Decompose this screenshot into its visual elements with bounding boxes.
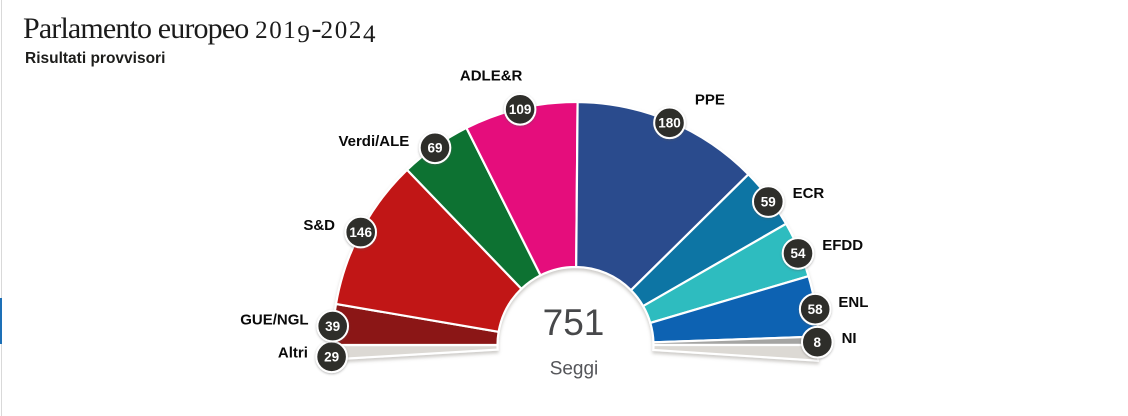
svg-text:GUE/NGL: GUE/NGL xyxy=(240,311,308,328)
svg-text:180: 180 xyxy=(658,116,681,131)
svg-text:39: 39 xyxy=(325,319,340,334)
svg-text:PPE: PPE xyxy=(695,91,725,108)
svg-text:751: 751 xyxy=(543,302,605,343)
svg-text:54: 54 xyxy=(790,246,806,261)
svg-text:58: 58 xyxy=(808,302,824,317)
svg-text:ADLE&R: ADLE&R xyxy=(460,68,523,85)
svg-text:ECR: ECR xyxy=(793,185,825,202)
svg-text:EFDD: EFDD xyxy=(822,237,863,254)
svg-text:29: 29 xyxy=(324,350,339,365)
svg-text:146: 146 xyxy=(349,225,372,240)
svg-text:ENL: ENL xyxy=(838,294,868,311)
svg-text:Verdi/ALE: Verdi/ALE xyxy=(338,133,409,150)
svg-text:S&D: S&D xyxy=(303,217,335,234)
svg-text:Seggi: Seggi xyxy=(550,359,599,380)
svg-text:59: 59 xyxy=(761,194,776,209)
svg-text:Altri: Altri xyxy=(278,345,308,362)
svg-text:109: 109 xyxy=(509,102,532,117)
svg-text:69: 69 xyxy=(427,141,442,156)
svg-text:8: 8 xyxy=(814,335,822,350)
svg-text:NI: NI xyxy=(842,330,857,347)
